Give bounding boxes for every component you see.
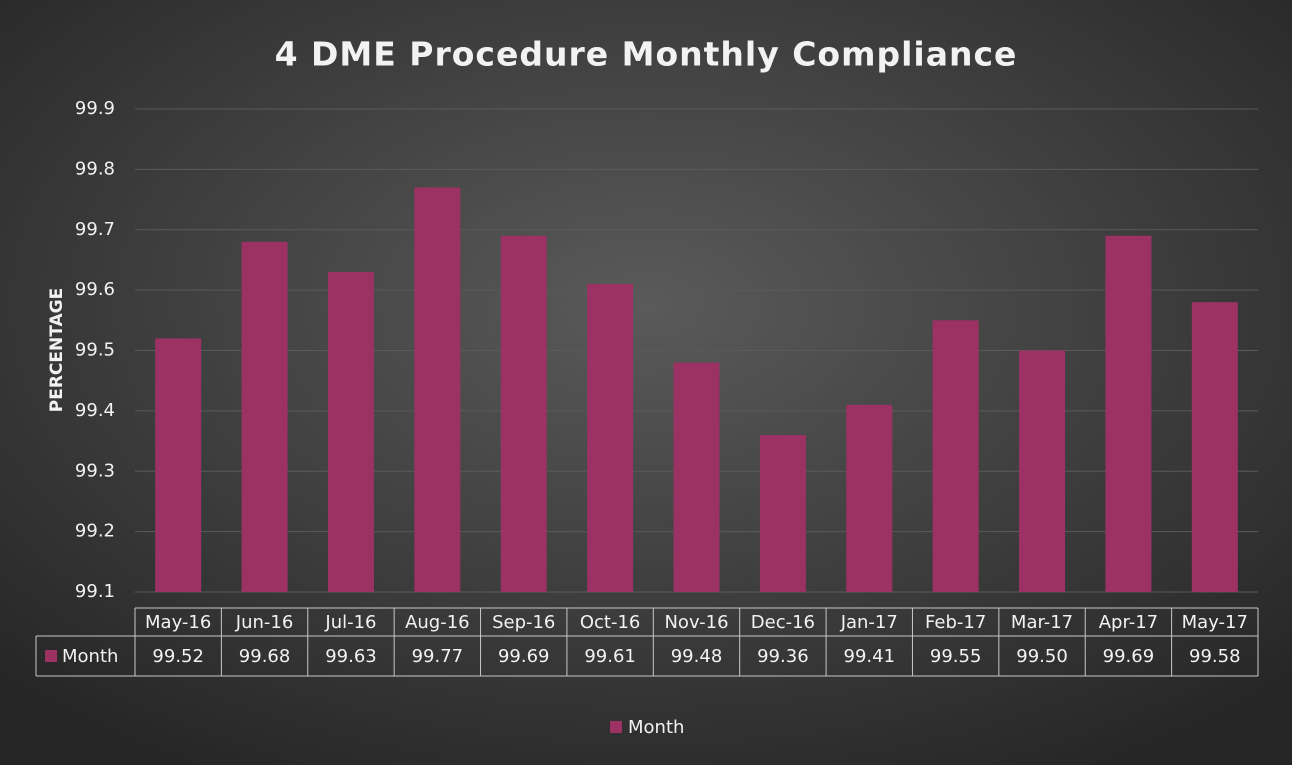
- bar: [1105, 235, 1152, 592]
- y-tick-label: 99.7: [75, 219, 115, 240]
- table-value: 99.58: [1189, 646, 1241, 667]
- table-value: 99.41: [844, 646, 896, 667]
- bar: [241, 241, 288, 592]
- table-value: 99.77: [412, 646, 464, 667]
- x-tick-label: Oct-16: [580, 612, 641, 633]
- table-value: 99.69: [1103, 646, 1155, 667]
- x-tick-label: Jul-16: [324, 612, 376, 633]
- bar: [500, 235, 547, 592]
- y-tick-label: 99.2: [75, 521, 115, 542]
- x-tick-label: Feb-17: [925, 612, 986, 633]
- y-tick-label: 99.4: [75, 400, 115, 421]
- legend-label: Month: [628, 717, 684, 738]
- bar: [846, 404, 893, 592]
- bar: [932, 320, 979, 592]
- table-value: 99.68: [239, 646, 291, 667]
- table-row-header: Month: [62, 646, 118, 667]
- y-tick-label: 99.8: [75, 158, 115, 179]
- x-tick-label: Jun-16: [235, 612, 294, 633]
- x-tick-label: Nov-16: [664, 612, 728, 633]
- y-tick-label: 99.3: [75, 460, 115, 481]
- x-tick-label: Jan-17: [840, 612, 898, 633]
- bar: [414, 187, 461, 593]
- x-tick-label: Dec-16: [751, 612, 815, 633]
- y-tick-label: 99.5: [75, 340, 115, 361]
- x-tick-label: Apr-17: [1099, 612, 1158, 633]
- chart-title: 4 DME Procedure Monthly Compliance: [275, 35, 1018, 74]
- table-value: 99.50: [1016, 646, 1068, 667]
- x-tick-label: Mar-17: [1011, 612, 1073, 633]
- y-tick-label: 99.6: [75, 279, 115, 300]
- legend-key: [45, 650, 57, 662]
- table-value: 99.69: [498, 646, 550, 667]
- table-value: 99.61: [584, 646, 636, 667]
- x-tick-label: May-16: [145, 612, 211, 633]
- table-value: 99.55: [930, 646, 982, 667]
- bar: [155, 338, 202, 592]
- bar: [1019, 350, 1066, 592]
- y-tick-label: 99.9: [75, 98, 115, 119]
- legend-key: [610, 721, 622, 733]
- table-value: 99.48: [671, 646, 723, 667]
- y-tick-label: 99.1: [75, 581, 115, 602]
- table-value: 99.63: [325, 646, 377, 667]
- bar: [759, 435, 806, 592]
- bar: [587, 284, 634, 592]
- x-tick-label: Aug-16: [405, 612, 470, 633]
- table-value: 99.36: [757, 646, 809, 667]
- x-tick-label: May-17: [1182, 612, 1248, 633]
- table-value: 99.52: [152, 646, 204, 667]
- y-axis-label: PERCENTAGE: [47, 288, 67, 412]
- bar: [327, 272, 374, 592]
- bar: [1191, 302, 1238, 592]
- bar: [673, 362, 720, 592]
- x-tick-label: Sep-16: [492, 612, 555, 633]
